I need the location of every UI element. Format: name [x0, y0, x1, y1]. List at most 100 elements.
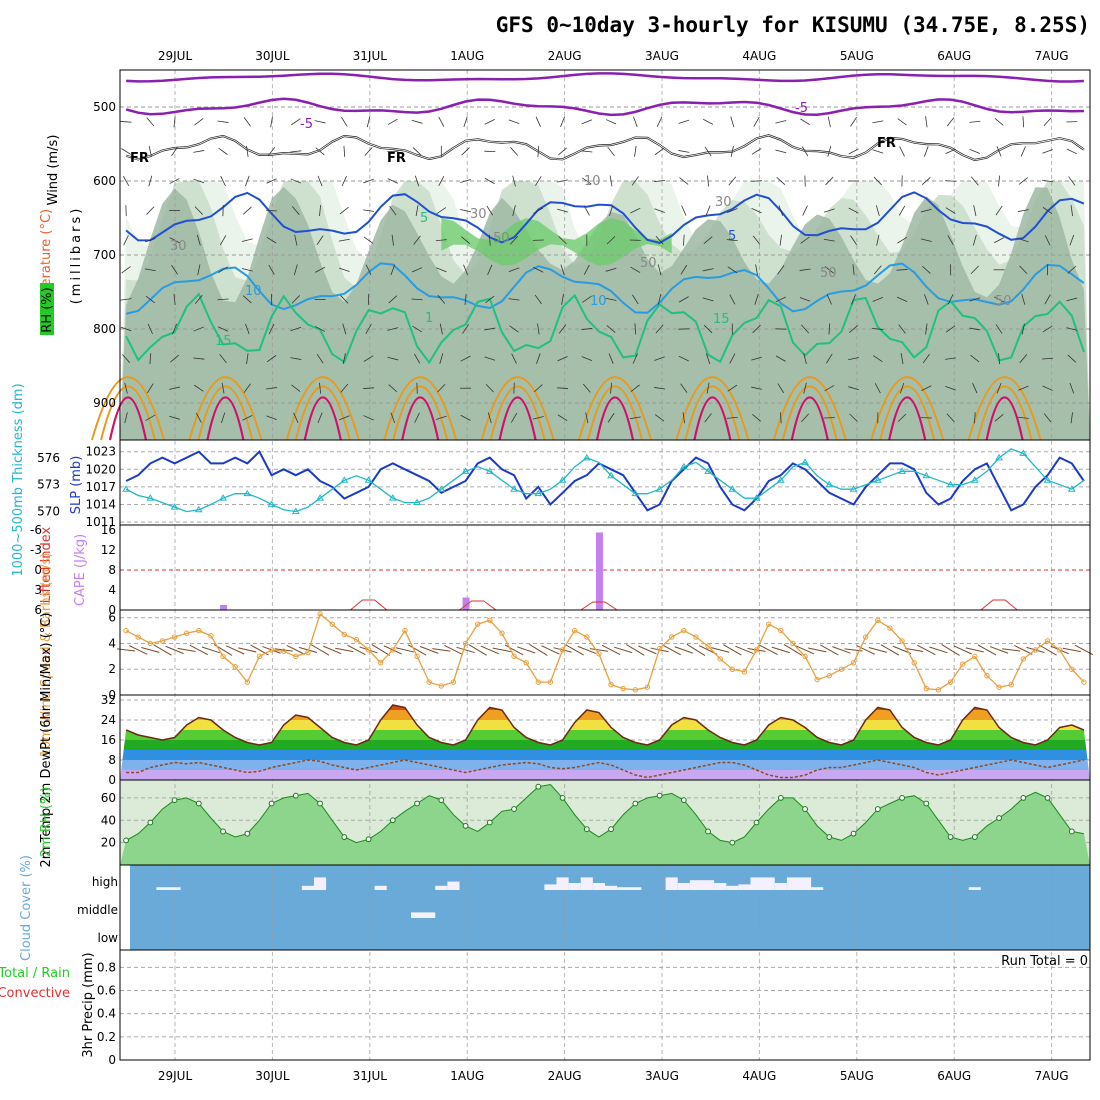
upper-wind-barb [537, 323, 540, 335]
upper-wind-barb [581, 328, 593, 330]
wind-speed-point [1044, 638, 1051, 644]
thickness-point [316, 494, 324, 501]
upper-wind-barb [487, 412, 492, 424]
high-cloud-block [544, 884, 557, 890]
upper-wind-barb [755, 264, 758, 276]
upper-wind-barb [484, 356, 496, 361]
wind-speed-point [959, 661, 966, 667]
upper-wind-barb [583, 264, 590, 275]
upper-wind-barb [826, 294, 832, 305]
upper-wind-barb [340, 295, 349, 304]
high-cloud-block [617, 887, 642, 890]
upper-wind-barb [801, 324, 810, 334]
wind-barb [565, 644, 584, 656]
chart-title: GFS 0~10day 3-hourly for KISUMU (34.75E,… [496, 13, 1090, 37]
upper-wind-barb [803, 382, 807, 394]
wind-barb [201, 646, 221, 654]
contour-label: 30 [170, 239, 187, 254]
middle-cloud-block [411, 912, 436, 918]
upper-wind-barb [823, 208, 835, 213]
upper-wind-barb [945, 325, 956, 333]
wind-speed-point [584, 634, 590, 640]
wind-speed-point [802, 653, 808, 660]
thickness-point [752, 494, 761, 501]
upper-wind-barb [316, 235, 324, 245]
upper-wind-barb [460, 209, 472, 213]
upper-wind-barb [218, 147, 228, 155]
cape-bar [462, 597, 470, 610]
wind-barb [153, 644, 172, 656]
upper-wind-barb [510, 235, 519, 245]
upper-wind-barb [802, 205, 808, 216]
upper-wind-barb [897, 118, 907, 126]
panel-frames [119, 69, 1091, 1061]
upper-wind-barb [656, 116, 663, 127]
wind-speed-point [183, 630, 190, 636]
upper-wind-barb [752, 413, 762, 422]
upper-wind-barb [413, 353, 421, 364]
rh-point [317, 800, 323, 807]
wind-speed-point [159, 638, 166, 644]
slp-tick-label: 1020 [85, 462, 116, 476]
upper-wind-barb [340, 383, 349, 393]
wind-barb [432, 648, 451, 652]
upper-wind-barb [900, 353, 904, 365]
upper-wind-barb [585, 412, 589, 424]
slp-tick-label: 1023 [85, 445, 116, 459]
freezing-level-core [125, 134, 1085, 161]
upper-wind-barb [703, 324, 713, 334]
wind-speed-point [499, 630, 505, 636]
wind-barb [456, 646, 475, 654]
slp-tick-label: 1017 [85, 480, 116, 494]
upper-wind-barb [172, 323, 177, 335]
wind-speed-point [341, 631, 348, 638]
upper-wind-barb [411, 298, 423, 301]
upper-wind-barb [945, 207, 956, 214]
upper-wind-barb [414, 412, 420, 423]
upper-wind-barb [800, 118, 810, 126]
upper-wind-barb [848, 357, 860, 361]
upper-wind-barb [270, 116, 273, 128]
wind-speed-point [765, 621, 772, 627]
upper-wind-barb [390, 412, 396, 424]
upper-wind-barb [438, 116, 445, 127]
wind-speed-point [911, 660, 917, 666]
thickness-point [291, 507, 300, 515]
thickness-point [437, 485, 446, 492]
temp2m-axis-label: 2m Temp 2m DewPt (6hr Min/Max) (°C) [39, 613, 54, 868]
wind-speed-point [996, 684, 1002, 690]
upper-wind-barb [924, 294, 929, 305]
upper-wind-barb [485, 295, 495, 304]
date-label-top: 7AUG [1035, 49, 1069, 63]
upper-wind-barb [1020, 146, 1026, 157]
upper-wind-barb [850, 117, 857, 127]
upper-wind-barb [849, 413, 858, 422]
upper-wind-barb [533, 207, 544, 214]
upper-wind-barb [173, 293, 176, 305]
upper-wind-barb [437, 294, 446, 304]
upper-wind-barb [945, 180, 957, 182]
upper-wind-barb [606, 236, 616, 245]
upper-wind-barb [897, 236, 907, 244]
wind-tick-label: 4 [108, 636, 116, 650]
wind-speed-point [293, 653, 299, 660]
upper-wind-barb [583, 205, 590, 216]
lifted-index-line [980, 599, 1018, 611]
temp-tick-label: 32 [101, 693, 116, 707]
upper-wind-barb [630, 384, 640, 392]
upper-wind-barb [243, 383, 251, 393]
wind-speed-point [208, 633, 214, 639]
upper-wind-barb [582, 295, 592, 303]
upper-wind-barb [1070, 412, 1073, 424]
upper-wind-barb [876, 234, 880, 246]
isotherm-minus5 [125, 97, 1084, 117]
wind-barb [953, 645, 972, 655]
warm-isotherm-arch [967, 376, 1042, 441]
warm-isotherm-arch [790, 396, 829, 441]
upper-wind-barb [752, 235, 761, 245]
upper-wind-barb [387, 118, 398, 125]
rh-point [777, 794, 784, 801]
upper-wind-barb [122, 176, 130, 186]
thickness-point [922, 471, 931, 479]
upper-wind-barb [1042, 325, 1053, 333]
